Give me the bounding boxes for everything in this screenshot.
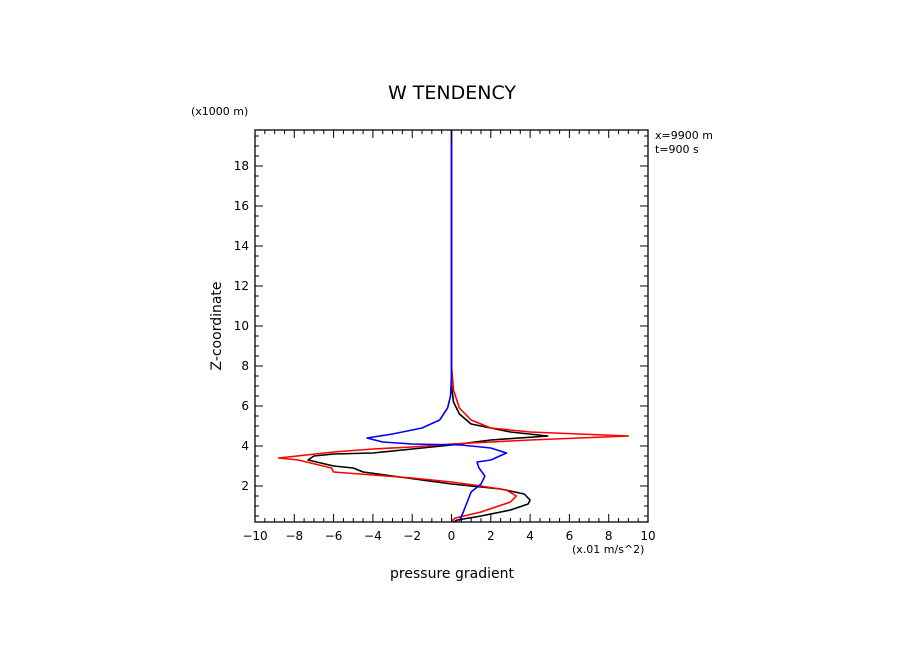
y-units-label: (x1000 m) — [191, 105, 248, 118]
y-tick-label: 2 — [241, 479, 249, 493]
x-tick-label: 6 — [566, 529, 574, 543]
y-axis-ticks: 2 4 6 8 10 12 14 16 18 — [234, 135, 648, 517]
series-line-1 — [307, 130, 549, 523]
series-lines — [277, 130, 630, 523]
x-tick-label: 0 — [448, 529, 456, 543]
y-tick-label: 4 — [241, 439, 249, 453]
y-tick-label: 18 — [234, 159, 249, 173]
y-tick-label: 8 — [241, 359, 249, 373]
y-tick-label: 12 — [234, 279, 249, 293]
y-axis-label: Z-coordinate — [209, 281, 225, 370]
annotation-t: t=900 s — [655, 143, 699, 156]
x-tick-label: −2 — [403, 529, 421, 543]
x-axis-ticks: −10 −8 −6 −4 −2 0 2 4 6 8 10 — [242, 130, 656, 543]
x-tick-label: −4 — [364, 529, 382, 543]
y-tick-label: 14 — [234, 239, 249, 253]
x-tick-label: 8 — [605, 529, 613, 543]
x-tick-label: −6 — [325, 529, 343, 543]
x-tick-label: 2 — [487, 529, 495, 543]
y-tick-label: 10 — [234, 319, 249, 333]
annotation-x: x=9900 m — [655, 129, 713, 142]
x-axis-label: pressure gradient — [390, 566, 514, 582]
chart-title: W TENDENCY — [388, 82, 516, 104]
x-units-label: (x.01 m/s^2) — [572, 543, 644, 556]
x-tick-label: −10 — [242, 529, 267, 543]
series-line-2 — [277, 130, 630, 522]
x-tick-label: 4 — [526, 529, 534, 543]
y-tick-label: 6 — [241, 399, 249, 413]
series-line-3 — [366, 130, 508, 522]
x-tick-label: 10 — [640, 529, 655, 543]
y-tick-label: 16 — [234, 199, 249, 213]
x-tick-label: −8 — [285, 529, 303, 543]
